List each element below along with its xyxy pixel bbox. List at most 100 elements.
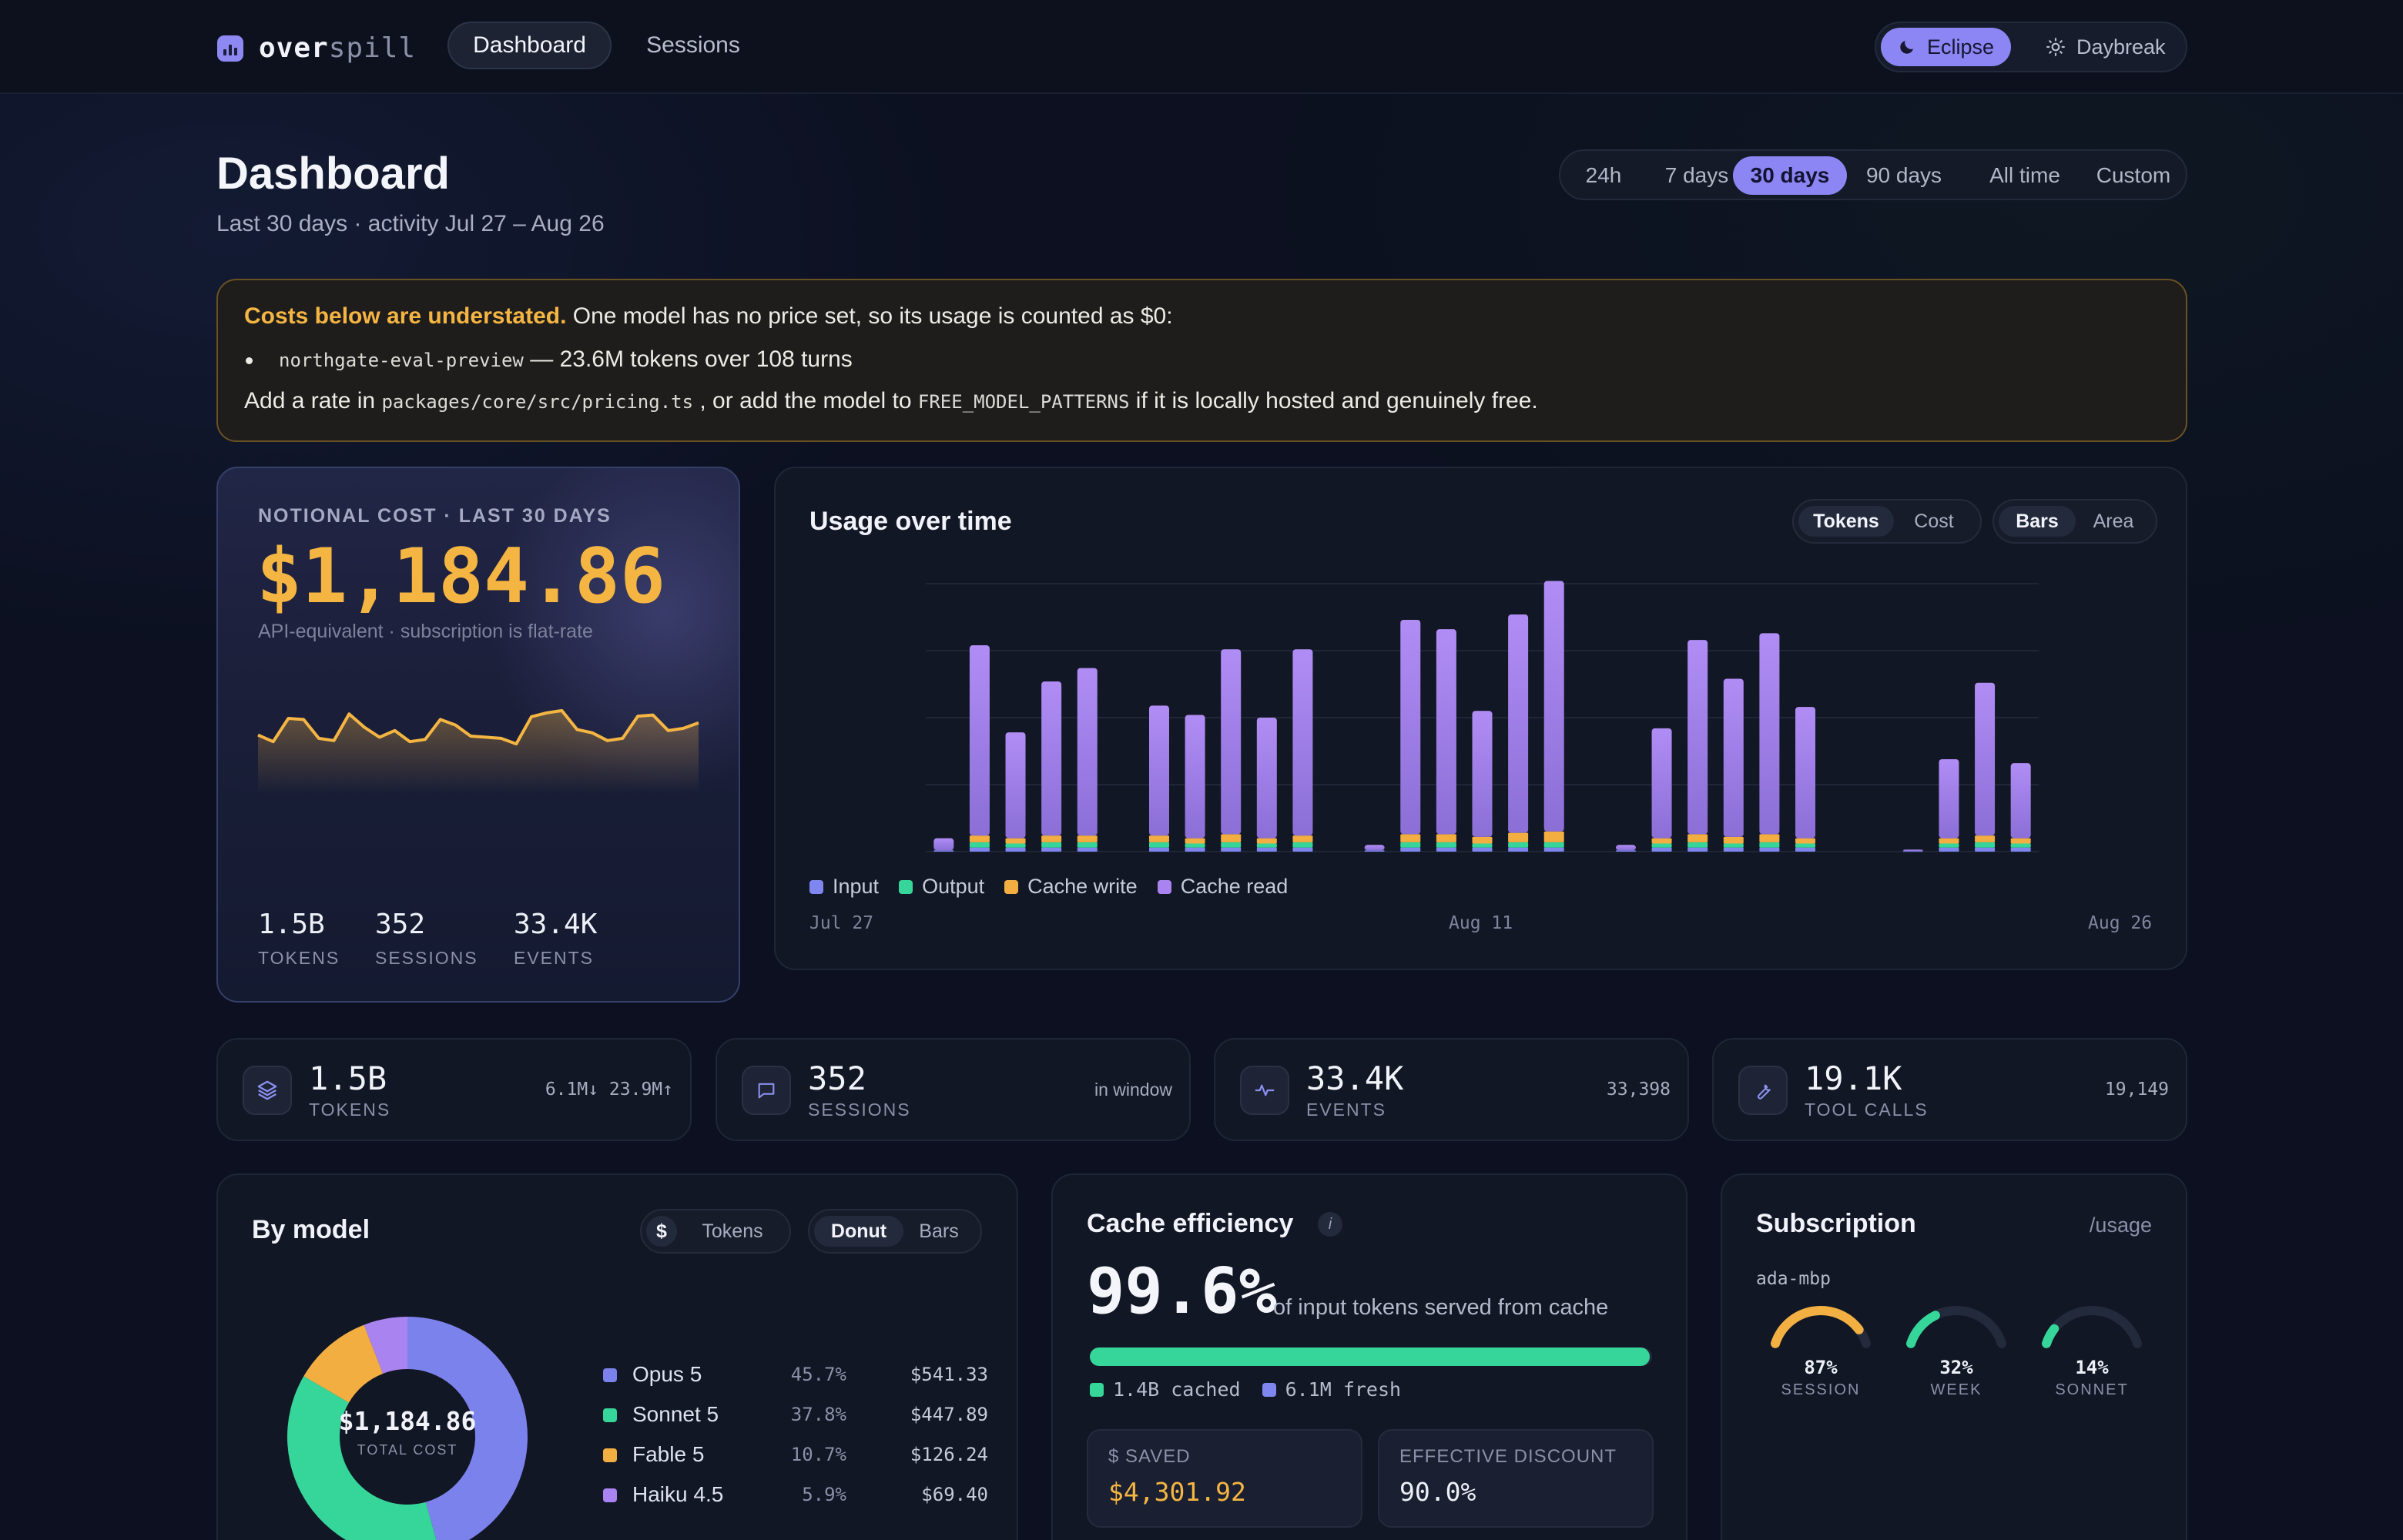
bar-input (1543, 847, 1564, 852)
bar-output (1651, 843, 1672, 848)
cost-label: NOTIONAL COST · LAST 30 DAYS (258, 505, 612, 527)
range-selector: 24h 7 days 30 days 90 days All time Cust… (1559, 149, 2187, 200)
bar-input (1975, 847, 1996, 852)
bar-output (1221, 842, 1242, 848)
page-subtitle: Last 30 days · activity Jul 27 – Aug 26 (216, 211, 605, 236)
bar-cache-read (1185, 715, 1205, 839)
cost-sparkline (257, 708, 699, 793)
usage-link[interactable]: /usage (2089, 1214, 2152, 1237)
style-option-bars[interactable]: Bars (1999, 506, 2076, 537)
range-option-custom[interactable]: Custom (2096, 163, 2171, 187)
bar-cache-read (1436, 629, 1456, 835)
bar-cache-write (1723, 836, 1744, 844)
saved-value: $4,301.92 (1108, 1477, 1246, 1507)
bar-output (1041, 842, 1062, 848)
bar-input (1472, 847, 1493, 852)
range-option-7-days[interactable]: 7 days (1664, 163, 1729, 187)
stat-label: TOKENS (309, 1100, 391, 1120)
range-option-90-days[interactable]: 90 days (1865, 163, 1942, 187)
theme-toggle: Eclipse Daybreak (1875, 22, 2187, 72)
model-cost-donut (287, 1317, 528, 1540)
bar-output (1436, 842, 1456, 848)
warning-headline: Costs below are understated. One model h… (244, 303, 1173, 329)
cost-value: $1,184.86 (256, 533, 666, 621)
legend-input[interactable]: Input (809, 875, 879, 899)
bar-input (1077, 847, 1098, 852)
bar-cache-read (1256, 718, 1277, 839)
bar-cache-write (969, 835, 990, 842)
sparkline-line (257, 708, 699, 746)
bar-cache-read (1400, 619, 1421, 835)
style-option-area[interactable]: Area (2093, 510, 2134, 532)
bar-cache-read (1615, 845, 1636, 851)
unit-option-tokens[interactable]: Tokens (702, 1220, 763, 1242)
theme-option-daybreak[interactable]: Daybreak (2029, 28, 2183, 66)
stat-label: SESSIONS (808, 1100, 911, 1120)
bar-input (1364, 850, 1385, 852)
chat-icon (742, 1066, 791, 1115)
legend-cache-write[interactable]: Cache write (1004, 875, 1138, 899)
bar-input (933, 850, 954, 852)
bar-cache-write (2010, 838, 2031, 844)
nav-tab-sessions[interactable]: Sessions (646, 32, 740, 58)
bar-cache-write (1472, 836, 1493, 844)
cache-efficiency-card: Cache efficiency i 99.6% of input tokens… (1051, 1173, 1687, 1540)
by-model-unit-toggle: $ Tokens (640, 1209, 791, 1254)
info-icon[interactable]: i (1318, 1212, 1342, 1237)
range-option-all-time[interactable]: All time (1989, 163, 2060, 187)
bar-cache-write (1256, 838, 1277, 844)
bar-output (1400, 842, 1421, 848)
unit-option-dollar[interactable]: $ (646, 1216, 677, 1247)
gauge-week: 32% WEEK (1930, 1357, 1982, 1398)
bar-cache-write (1508, 832, 1529, 842)
mini-stat-tokens: 1.5B TOKENS (258, 909, 340, 968)
subscription-host: ada-mbp (1756, 1269, 1831, 1289)
cache-fresh: 6.1M fresh (1285, 1378, 1402, 1401)
donut-slice-fable-5 (303, 1324, 384, 1403)
bar-input (1902, 851, 1923, 852)
view-option-donut[interactable]: Donut (814, 1216, 903, 1247)
bar-cache-read (1723, 678, 1744, 837)
bar-input (1508, 847, 1529, 852)
usage-legend: Input Output Cache write Cache read (809, 875, 1288, 899)
legend-cache-read[interactable]: Cache read (1157, 875, 1288, 899)
bar-input (1939, 847, 1959, 852)
theme-option-eclipse[interactable]: Eclipse (1881, 28, 2012, 66)
bar-cache-write (1759, 834, 1780, 842)
cache-description: of input tokens served from cache (1273, 1295, 1609, 1320)
bar-cache-read (1975, 682, 1996, 836)
nav-tab-dashboard[interactable]: Dashboard (447, 22, 612, 69)
model-row-sonnet[interactable]: Sonnet 5 37.8% $447.89 (603, 1400, 988, 1431)
brand[interactable]: overspill (217, 32, 416, 64)
bar-input (1292, 847, 1313, 852)
stat-label: EVENTS (1306, 1100, 1387, 1120)
bar-cache-write (1005, 838, 1026, 844)
warning-model-name: northgate-eval-preview (279, 350, 524, 371)
stat-card-tool-calls: 19.1K TOOL CALLS 19,149 (1712, 1038, 2187, 1141)
donut-slice-sonnet-5 (287, 1376, 437, 1540)
bar-cache-read (1759, 633, 1780, 835)
legend-output[interactable]: Output (899, 875, 984, 899)
bar-input (1185, 847, 1205, 852)
model-row-haiku[interactable]: Haiku 4.5 5.9% $69.40 (603, 1480, 988, 1511)
range-option-24h[interactable]: 24h (1585, 163, 1622, 187)
bar-output (1185, 843, 1205, 848)
gauge-fill-session (1771, 1306, 1864, 1348)
bar-input (969, 847, 990, 852)
bar-cache-read (1077, 668, 1098, 836)
bar-cache-write (1292, 835, 1313, 842)
bar-cache-read (1508, 614, 1529, 833)
bar-input (1148, 847, 1169, 852)
view-option-bars[interactable]: Bars (919, 1220, 959, 1242)
stat-card-tokens: 1.5B TOKENS 6.1M↓ 23.9M↑ (216, 1038, 692, 1141)
bar-output (1975, 842, 1996, 848)
bar-cache-read (1292, 649, 1313, 836)
range-option-30-days[interactable]: 30 days (1733, 156, 1847, 195)
model-row-opus[interactable]: Opus 5 45.7% $541.33 (603, 1360, 988, 1391)
x-axis-label-start: Jul 27 (809, 913, 874, 933)
metric-option-cost[interactable]: Cost (1914, 510, 1954, 532)
mini-stat-sessions: 352 SESSIONS (375, 909, 478, 968)
metric-option-tokens[interactable]: Tokens (1798, 506, 1894, 537)
model-row-fable[interactable]: Fable 5 10.7% $126.24 (603, 1440, 988, 1471)
bar-output (1795, 843, 1816, 848)
